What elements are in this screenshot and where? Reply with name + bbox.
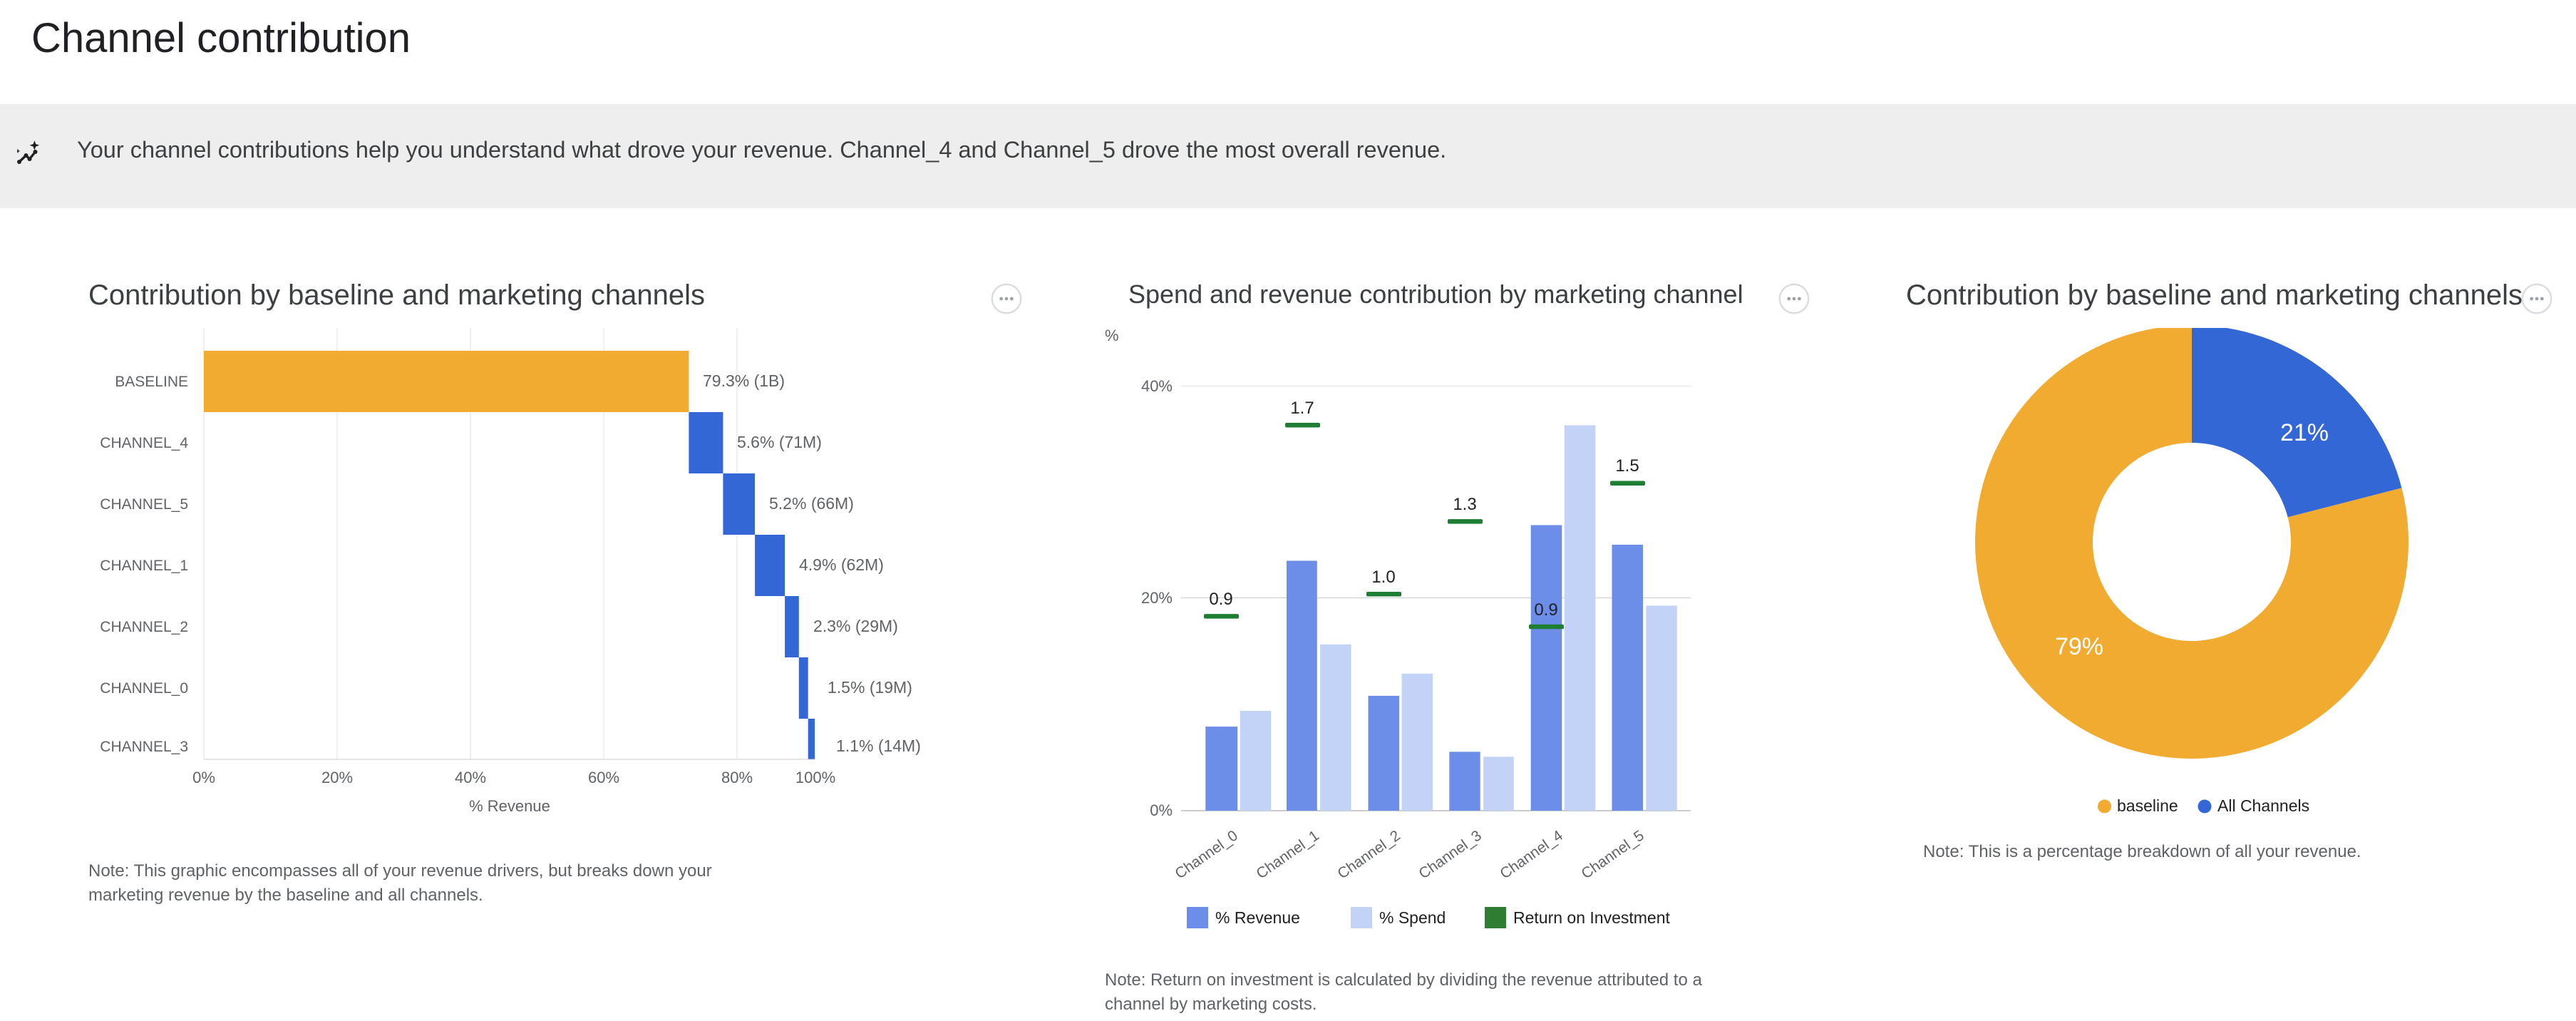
- svg-text:1.3: 1.3: [1453, 495, 1476, 514]
- svg-text:2.3% (29M): 2.3% (29M): [813, 617, 898, 635]
- svg-text:% Revenue: % Revenue: [469, 797, 550, 815]
- svg-text:Return on Investment: Return on Investment: [1513, 908, 1671, 927]
- svg-text:20%: 20%: [321, 769, 353, 786]
- svg-text:Channel_5: Channel_5: [1578, 827, 1647, 882]
- svg-text:CHANNEL_1: CHANNEL_1: [100, 558, 188, 574]
- svg-text:79.3% (1B): 79.3% (1B): [703, 371, 785, 390]
- svg-text:CHANNEL_4: CHANNEL_4: [100, 435, 188, 451]
- svg-text:21%: 21%: [2280, 419, 2329, 446]
- svg-text:5.6% (71M): 5.6% (71M): [737, 433, 822, 451]
- svg-text:Channel_3: Channel_3: [1416, 827, 1484, 882]
- svg-text:79%: 79%: [2055, 633, 2103, 660]
- svg-text:% Spend: % Spend: [1379, 908, 1446, 927]
- svg-text:CHANNEL_0: CHANNEL_0: [100, 680, 188, 697]
- svg-text:1.0: 1.0: [1371, 568, 1395, 587]
- svg-text:baseline: baseline: [2117, 797, 2178, 815]
- svg-text:80%: 80%: [721, 769, 753, 786]
- svg-text:CHANNEL_2: CHANNEL_2: [100, 619, 188, 635]
- svg-text:60%: 60%: [588, 769, 619, 786]
- svg-text:0%: 0%: [192, 769, 215, 786]
- svg-text:Channel_1: Channel_1: [1253, 827, 1322, 882]
- svg-text:0.9: 0.9: [1209, 590, 1232, 609]
- svg-text:% Revenue: % Revenue: [1215, 908, 1300, 927]
- svg-text:40%: 40%: [1141, 377, 1173, 395]
- svg-text:CHANNEL_3: CHANNEL_3: [100, 739, 188, 755]
- svg-text:BASELINE: BASELINE: [115, 374, 188, 390]
- svg-text:0%: 0%: [1150, 801, 1173, 819]
- svg-text:1.5: 1.5: [1615, 456, 1639, 476]
- svg-text:40%: 40%: [455, 769, 486, 786]
- svg-text:100%: 100%: [795, 769, 835, 786]
- svg-text:1.5% (19M): 1.5% (19M): [828, 678, 912, 697]
- svg-text:0.9: 0.9: [1534, 600, 1557, 620]
- svg-text:1.7: 1.7: [1290, 399, 1314, 418]
- svg-text:Channel_2: Channel_2: [1334, 827, 1403, 882]
- svg-text:Channel_4: Channel_4: [1497, 827, 1566, 882]
- svg-text:5.2% (66M): 5.2% (66M): [769, 494, 854, 513]
- svg-text:1.1% (14M): 1.1% (14M): [836, 737, 921, 755]
- svg-text:Channel_0: Channel_0: [1172, 827, 1240, 882]
- svg-text:4.9% (62M): 4.9% (62M): [799, 555, 884, 574]
- svg-text:CHANNEL_5: CHANNEL_5: [100, 496, 188, 513]
- svg-text:20%: 20%: [1141, 589, 1173, 607]
- svg-text:All Channels: All Channels: [2217, 797, 2309, 815]
